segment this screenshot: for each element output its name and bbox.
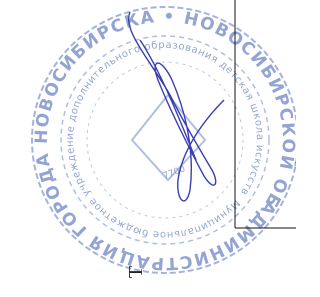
document-fragment: АДМИНИСТРАЦИЯ ГОРОДА НОВОСИБИРСКА • НОВО… <box>0 0 296 297</box>
document-letter: Т <box>125 266 147 278</box>
stamp-center-text: 7700 <box>162 164 187 181</box>
page: {"stamp": {"outer_text": "АДМИНИСТРАЦИЯ … <box>0 0 296 297</box>
stamp: АДМИНИСТРАЦИЯ ГОРОДА НОВОСИБИРСКА • НОВО… <box>0 0 296 273</box>
